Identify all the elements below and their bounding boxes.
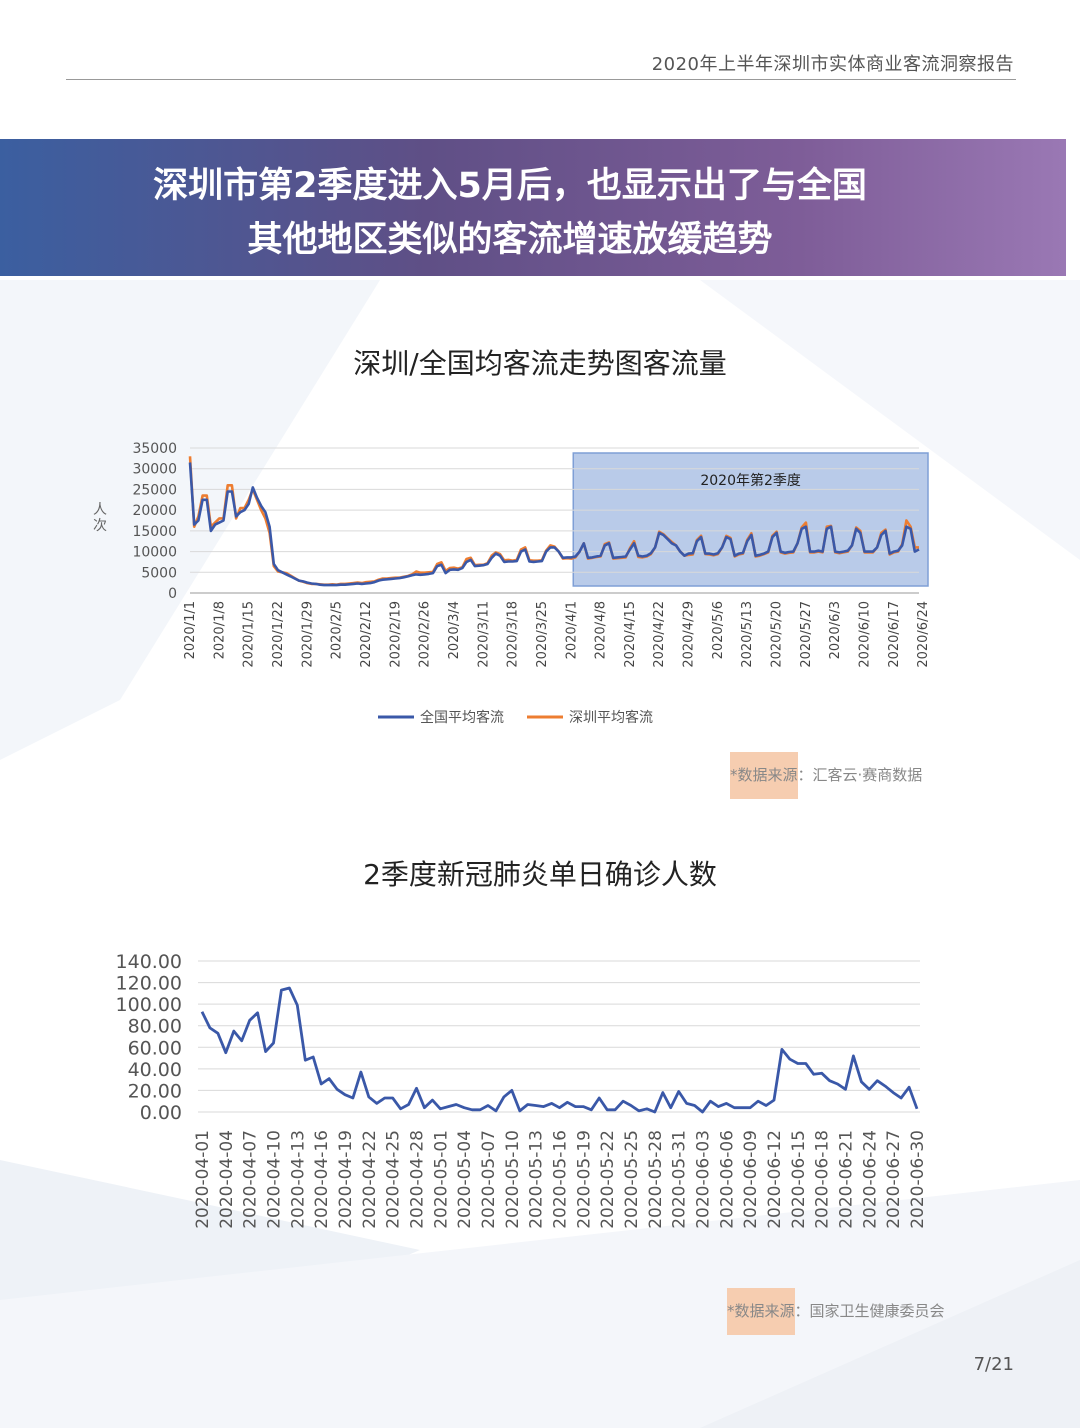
x-tick-label: 2020-05-19 xyxy=(574,1130,594,1229)
x-tick-label: 2020-06-03 xyxy=(694,1130,714,1229)
x-tick-label: 2020/1/8 xyxy=(212,601,227,659)
x-tick-label: 2020-04-07 xyxy=(241,1130,261,1229)
y-tick-label: 100.00 xyxy=(116,994,182,1016)
x-tick-label: 2020/6/3 xyxy=(828,601,843,659)
x-tick-label: 2020-05-16 xyxy=(551,1130,571,1229)
y-tick-label: 20.00 xyxy=(128,1080,182,1102)
x-tick-label: 2020/3/4 xyxy=(447,601,462,659)
x-tick-label: 2020/3/25 xyxy=(535,601,550,668)
y-tick-label: 35000 xyxy=(132,441,177,457)
covid-source-text: ：国家卫生健康委员会 xyxy=(794,1302,945,1320)
y-tick-label: 15000 xyxy=(132,524,177,540)
x-tick-label: 2020/2/19 xyxy=(388,601,403,668)
x-tick-label: 2020-04-28 xyxy=(408,1130,428,1229)
headline-text: 深圳市第2季度进入5月后，也显示出了与全国 其他地区类似的客流增速放缓趋势 xyxy=(0,159,1020,267)
traffic-chart-title: 深圳/全国均客流走势图客流量 xyxy=(353,347,727,380)
covid-source-note: *数据来源：国家卫生健康委员会 xyxy=(727,1288,945,1335)
x-tick-label: 2020-05-07 xyxy=(479,1130,499,1229)
x-tick-label: 2020-04-01 xyxy=(193,1130,213,1229)
x-tick-label: 2020/1/22 xyxy=(271,601,286,668)
x-tick-label: 2020/6/17 xyxy=(887,601,902,668)
y-tick-label: 5000 xyxy=(141,565,177,581)
page-number: 7/21 xyxy=(973,1354,1014,1375)
x-tick-label: 2020/5/27 xyxy=(799,601,814,668)
traffic-source-prefix: *数据来源 xyxy=(730,752,798,799)
y-tick-label: 0 xyxy=(168,586,177,602)
x-tick-label: 2020-05-31 xyxy=(670,1130,690,1229)
x-tick-label: 2020/4/8 xyxy=(594,601,609,659)
x-tick-label: 2020/1/15 xyxy=(242,601,257,668)
x-tick-label: 2020/1/1 xyxy=(183,601,198,659)
y-tick-label: 40.00 xyxy=(128,1059,182,1081)
x-tick-label: 2020/3/18 xyxy=(506,601,521,668)
x-tick-label: 2020/5/6 xyxy=(711,601,726,659)
x-tick-label: 2020-04-22 xyxy=(360,1130,380,1229)
x-tick-label: 2020-06-24 xyxy=(860,1130,880,1229)
x-tick-label: 2020/5/13 xyxy=(740,601,755,668)
x-tick-label: 2020-06-15 xyxy=(789,1130,809,1229)
legend-label: 深圳平均客流 xyxy=(569,709,653,726)
x-tick-label: 2020-04-13 xyxy=(288,1130,308,1229)
legend-label: 全国平均客流 xyxy=(420,709,504,726)
x-tick-label: 2020/2/12 xyxy=(359,601,374,668)
x-tick-label: 2020-04-10 xyxy=(265,1130,285,1229)
series-line-cases xyxy=(200,986,919,1114)
x-tick-label: 2020/5/20 xyxy=(770,601,785,668)
x-tick-label: 2020-04-04 xyxy=(217,1130,237,1229)
covid-chart-title: 2季度新冠肺炎单日确诊人数 xyxy=(363,858,717,891)
traffic-source-text: ：汇客云·赛商数据 xyxy=(797,766,923,784)
x-tick-label: 2020/4/15 xyxy=(623,601,638,668)
y-tick-label: 25000 xyxy=(132,482,177,498)
x-tick-label: 2020-05-13 xyxy=(527,1130,547,1229)
y-axis-label: 次 xyxy=(93,518,107,534)
y-tick-label: 20000 xyxy=(132,503,177,519)
y-tick-label: 120.00 xyxy=(116,973,182,995)
headline-line-2: 其他地区类似的客流增速放缓趋势 xyxy=(247,220,773,260)
y-tick-label: 60.00 xyxy=(128,1037,182,1059)
header-divider xyxy=(66,79,1016,80)
y-tick-label: 10000 xyxy=(132,545,177,561)
q2-annotation: 2020年第2季度 xyxy=(700,472,801,489)
x-tick-label: 2020-06-30 xyxy=(908,1130,928,1229)
y-tick-label: 0.00 xyxy=(140,1102,182,1124)
headline-banner: 深圳市第2季度进入5月后，也显示出了与全国 其他地区类似的客流增速放缓趋势 xyxy=(0,139,1066,276)
report-title: 2020年上半年深圳市实体商业客流洞察报告 xyxy=(651,54,1014,75)
x-tick-label: 2020-06-21 xyxy=(837,1130,857,1229)
headline-line-1: 深圳市第2季度进入5月后，也显示出了与全国 xyxy=(153,166,867,206)
series-line-national xyxy=(188,462,920,587)
x-tick-label: 2020/2/26 xyxy=(418,601,433,668)
y-axis-label: 人 xyxy=(93,502,107,518)
x-tick-label: 2020/6/24 xyxy=(916,601,931,668)
x-tick-label: 2020-04-25 xyxy=(384,1130,404,1229)
x-tick-label: 2020/3/11 xyxy=(476,601,491,668)
x-tick-label: 2020/6/10 xyxy=(858,601,873,668)
x-tick-label: 2020-06-18 xyxy=(813,1130,833,1229)
x-tick-label: 2020-05-10 xyxy=(503,1130,523,1229)
x-tick-label: 2020-05-22 xyxy=(598,1130,618,1229)
y-tick-label: 140.00 xyxy=(116,951,182,973)
x-tick-label: 2020-06-06 xyxy=(717,1130,737,1229)
covid-source-prefix: *数据来源 xyxy=(727,1288,795,1335)
x-tick-label: 2020/4/29 xyxy=(682,601,697,668)
x-tick-label: 2020-04-19 xyxy=(336,1130,356,1229)
y-tick-label: 30000 xyxy=(132,462,177,478)
x-tick-label: 2020-04-16 xyxy=(312,1130,332,1229)
x-tick-label: 2020/2/5 xyxy=(330,601,345,659)
x-tick-label: 2020-05-01 xyxy=(431,1130,451,1229)
x-tick-label: 2020-06-12 xyxy=(765,1130,785,1229)
x-tick-label: 2020/4/1 xyxy=(564,601,579,659)
x-tick-label: 2020-05-25 xyxy=(622,1130,642,1229)
y-tick-label: 80.00 xyxy=(128,1016,182,1038)
x-tick-label: 2020/4/22 xyxy=(652,601,667,668)
x-tick-label: 2020-05-04 xyxy=(455,1130,475,1229)
x-tick-label: 2020/1/29 xyxy=(300,601,315,668)
x-tick-label: 2020-05-28 xyxy=(646,1130,666,1229)
x-tick-label: 2020-06-09 xyxy=(741,1130,761,1229)
x-tick-label: 2020-06-27 xyxy=(884,1130,904,1229)
traffic-source-note: *数据来源：汇客云·赛商数据 xyxy=(730,752,923,799)
q2-highlight-box xyxy=(572,452,929,587)
